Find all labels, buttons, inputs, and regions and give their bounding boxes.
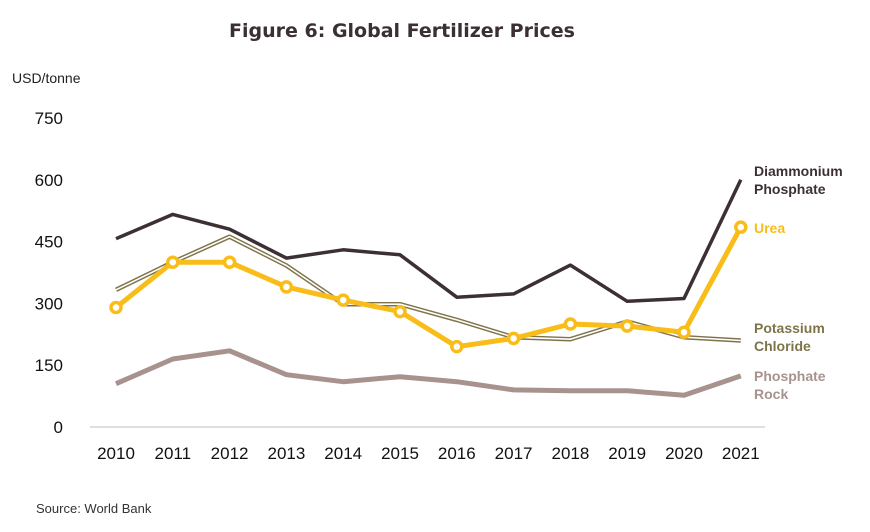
- x-axis-ticks: 2010 2011 2012 2013 2014 2015 2016 2017 2018 2019…: [97, 444, 760, 463]
- series-line: [115, 234, 741, 343]
- series-label: Diammonium: [754, 163, 843, 179]
- series-urea: [109, 220, 748, 354]
- series-label: Urea: [754, 220, 785, 236]
- series-phosphate-rock: [115, 348, 742, 398]
- data-point: [677, 325, 691, 339]
- series-line: [115, 179, 743, 304]
- y-axis-ticks: 0 150 300 450 600 750: [35, 109, 63, 437]
- series-label: Chloride: [754, 338, 811, 354]
- series-diammonium-phosphate: [115, 179, 743, 304]
- x-tick-label: 2018: [551, 444, 589, 463]
- series-layer: [109, 179, 748, 398]
- data-point: [279, 280, 294, 294]
- x-tick-label: 2021: [722, 444, 760, 463]
- x-tick-label: 2019: [608, 444, 646, 463]
- data-point: [393, 304, 407, 319]
- y-tick-label: 600: [35, 171, 63, 190]
- data-point: [620, 319, 634, 333]
- x-tick-label: 2020: [665, 444, 703, 463]
- series-label: Potassium: [754, 320, 825, 336]
- series-labels: Diammonium Phosphate Urea Potassium Chloride…: [754, 163, 843, 402]
- y-axis-label: USD/tonne: [12, 70, 81, 86]
- data-point: [222, 255, 237, 269]
- source-note: Source: World Bank: [36, 501, 152, 516]
- y-tick-label: 150: [35, 356, 63, 375]
- y-tick-label: 450: [35, 233, 63, 252]
- y-tick-label: 0: [54, 418, 63, 437]
- series-label: Phosphate: [754, 181, 826, 197]
- data-point: [450, 339, 464, 354]
- series-line-inner: [115, 235, 741, 342]
- x-tick-label: 2010: [97, 444, 135, 463]
- series-line: [114, 226, 743, 350]
- data-point: [563, 317, 578, 331]
- series-label: Rock: [754, 386, 788, 402]
- data-point: [734, 220, 748, 234]
- x-tick-label: 2015: [381, 444, 419, 463]
- data-point: [109, 300, 123, 315]
- x-tick-label: 2012: [211, 444, 249, 463]
- x-tick-label: 2013: [267, 444, 305, 463]
- chart-title: Figure 6: Global Fertilizer Prices: [229, 20, 575, 42]
- series-potassium-chloride: [115, 234, 741, 343]
- x-tick-label: 2014: [324, 444, 362, 463]
- x-tick-label: 2017: [495, 444, 533, 463]
- x-tick-label: 2011: [155, 444, 192, 463]
- series-line: [115, 348, 742, 398]
- data-point: [506, 331, 521, 346]
- x-tick-label: 2016: [438, 444, 476, 463]
- y-tick-label: 300: [35, 294, 63, 313]
- series-label: Phosphate: [754, 368, 826, 384]
- data-point: [336, 293, 350, 307]
- y-tick-label: 750: [35, 109, 63, 128]
- data-point: [166, 255, 180, 269]
